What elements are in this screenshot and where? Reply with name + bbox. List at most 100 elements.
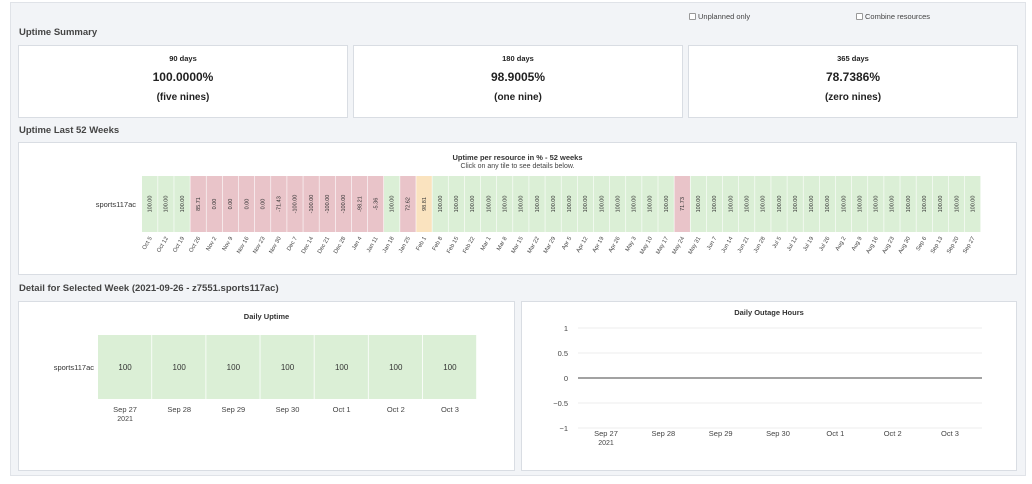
- heatmap-tile-label[interactable]: 100.00: [841, 196, 847, 213]
- heatmap-tile-label[interactable]: 98.81: [422, 197, 428, 211]
- heatmap-tile[interactable]: [722, 176, 739, 232]
- heatmap-tile-label[interactable]: 100.00: [938, 196, 944, 213]
- heatmap-tile[interactable]: [190, 176, 206, 232]
- heatmap-tile-label[interactable]: 100.00: [890, 196, 896, 213]
- daily-uptime-heatmap[interactable]: sports117ac 100 Sep 27 100 Sep 28 100 Sep 29 10…: [19, 302, 516, 472]
- heatmap-tile[interactable]: [755, 176, 771, 232]
- heatmap-tile[interactable]: [690, 176, 707, 232]
- heatmap-tile[interactable]: [254, 176, 271, 232]
- heatmap-tile-label[interactable]: 0.00: [228, 199, 234, 210]
- heatmap-tile[interactable]: [771, 176, 787, 232]
- heatmap-tile-label[interactable]: 100.00: [180, 196, 186, 213]
- heatmap-tile[interactable]: [448, 176, 465, 232]
- heatmap-tile[interactable]: [384, 176, 400, 232]
- heatmap-tile-label[interactable]: 100.00: [390, 196, 396, 213]
- weeks52-heatmap[interactable]: sports117ac 100.00 Oct 5 100.00 Oct 12 100.00…: [19, 143, 1018, 276]
- heatmap-tile-label[interactable]: 100.00: [599, 196, 605, 213]
- heatmap-tile[interactable]: [271, 176, 287, 232]
- heatmap-tile[interactable]: [626, 176, 642, 232]
- daily-uptime-tile[interactable]: [368, 335, 423, 399]
- heatmap-tile-label[interactable]: -71.43: [277, 196, 283, 212]
- heatmap-tile-label[interactable]: 100.00: [777, 196, 783, 213]
- heatmap-tile[interactable]: [642, 176, 658, 232]
- heatmap-tile-label[interactable]: 100.00: [712, 196, 718, 213]
- combine-resources-label[interactable]: Combine resources: [865, 12, 931, 21]
- heatmap-tile-label[interactable]: 100.00: [906, 196, 912, 213]
- heatmap-tile[interactable]: [529, 176, 545, 232]
- heatmap-tile-label[interactable]: 71.73: [680, 197, 686, 211]
- heatmap-tile-label[interactable]: -100.00: [293, 195, 299, 214]
- heatmap-tile[interactable]: [464, 176, 481, 232]
- heatmap-tile[interactable]: [835, 176, 852, 232]
- heatmap-tile-label[interactable]: 72.62: [406, 197, 412, 211]
- heatmap-tile[interactable]: [416, 176, 432, 232]
- checkbox-box[interactable]: [856, 13, 863, 20]
- heatmap-tile[interactable]: [287, 176, 303, 232]
- heatmap-tile[interactable]: [593, 176, 610, 232]
- daily-uptime-tile[interactable]: [260, 335, 314, 399]
- heatmap-tile[interactable]: [222, 176, 239, 232]
- heatmap-tile[interactable]: [884, 176, 900, 232]
- heatmap-tile[interactable]: [916, 176, 932, 232]
- heatmap-tile[interactable]: [367, 176, 384, 232]
- heatmap-tile-label[interactable]: 100.00: [857, 196, 863, 213]
- heatmap-tile-label[interactable]: 100.00: [632, 196, 638, 213]
- heatmap-tile-label[interactable]: 100.00: [486, 196, 492, 213]
- heatmap-tile-label[interactable]: 100.00: [567, 196, 573, 213]
- unplanned-only-checkbox[interactable]: Unplanned only: [689, 12, 750, 21]
- heatmap-tile-label[interactable]: 100.00: [148, 196, 154, 213]
- heatmap-tile[interactable]: [206, 176, 223, 232]
- heatmap-tile[interactable]: [609, 176, 626, 232]
- heatmap-tile-label[interactable]: 100.00: [438, 196, 444, 213]
- heatmap-tile-label[interactable]: 100.00: [519, 196, 525, 213]
- heatmap-tile[interactable]: [319, 176, 336, 232]
- heatmap-tile-label[interactable]: 100.00: [761, 196, 767, 213]
- heatmap-tile-label[interactable]: 100.00: [502, 196, 508, 213]
- heatmap-tile-label[interactable]: 85.71: [196, 197, 202, 211]
- daily-uptime-tile[interactable]: [152, 335, 206, 399]
- heatmap-tile[interactable]: [400, 176, 416, 232]
- heatmap-tile-label[interactable]: 0.00: [244, 199, 250, 210]
- heatmap-tile-label[interactable]: 0.00: [212, 199, 218, 210]
- daily-outage-chart[interactable]: 1 0.5 0 −0.5 −1 Sep 27 Sep 28 Sep 29 Sep 30 Oct 1…: [522, 302, 1018, 472]
- heatmap-tile-label[interactable]: 100.00: [793, 196, 799, 213]
- heatmap-tile-label[interactable]: 100.00: [648, 196, 654, 213]
- heatmap-tile[interactable]: [513, 176, 529, 232]
- heatmap-tile[interactable]: [142, 176, 158, 232]
- heatmap-tile[interactable]: [303, 176, 319, 232]
- daily-uptime-tile[interactable]: [422, 335, 477, 399]
- heatmap-tile[interactable]: [964, 176, 981, 232]
- heatmap-tile[interactable]: [561, 176, 578, 232]
- heatmap-tile[interactable]: [658, 176, 674, 232]
- heatmap-tile[interactable]: [932, 176, 949, 232]
- heatmap-tile[interactable]: [803, 176, 820, 232]
- heatmap-tile[interactable]: [432, 176, 448, 232]
- heatmap-tile[interactable]: [819, 176, 836, 232]
- heatmap-tile[interactable]: [851, 176, 868, 232]
- heatmap-tile-label[interactable]: -5.36: [373, 198, 379, 211]
- heatmap-tile-label[interactable]: -100.00: [309, 195, 315, 214]
- heatmap-tile-label[interactable]: -100.00: [341, 195, 347, 214]
- heatmap-tile-label[interactable]: 100.00: [664, 196, 670, 213]
- daily-uptime-tile[interactable]: [98, 335, 152, 399]
- heatmap-tile-label[interactable]: 100.00: [470, 196, 476, 213]
- heatmap-tile-label[interactable]: 100.00: [583, 196, 589, 213]
- checkbox-box[interactable]: [689, 13, 696, 20]
- heatmap-tile-label[interactable]: 100.00: [696, 196, 702, 213]
- heatmap-tile-label[interactable]: -100.00: [325, 195, 331, 214]
- heatmap-tile-label[interactable]: 100.00: [954, 196, 960, 213]
- heatmap-tile-label[interactable]: 100.00: [551, 196, 557, 213]
- heatmap-tile-label[interactable]: 100.00: [745, 196, 751, 213]
- heatmap-tile-label[interactable]: 100.00: [825, 196, 831, 213]
- heatmap-tile[interactable]: [238, 176, 255, 232]
- heatmap-tile[interactable]: [545, 176, 561, 232]
- heatmap-tile[interactable]: [787, 176, 803, 232]
- heatmap-tile-label[interactable]: 100.00: [922, 196, 928, 213]
- heatmap-tile[interactable]: [900, 176, 916, 232]
- heatmap-tile[interactable]: [351, 176, 368, 232]
- heatmap-tile-label[interactable]: -98.21: [357, 196, 363, 212]
- heatmap-tile[interactable]: [335, 176, 352, 232]
- heatmap-tile[interactable]: [948, 176, 965, 232]
- heatmap-tile[interactable]: [706, 176, 723, 232]
- heatmap-tile[interactable]: [496, 176, 513, 232]
